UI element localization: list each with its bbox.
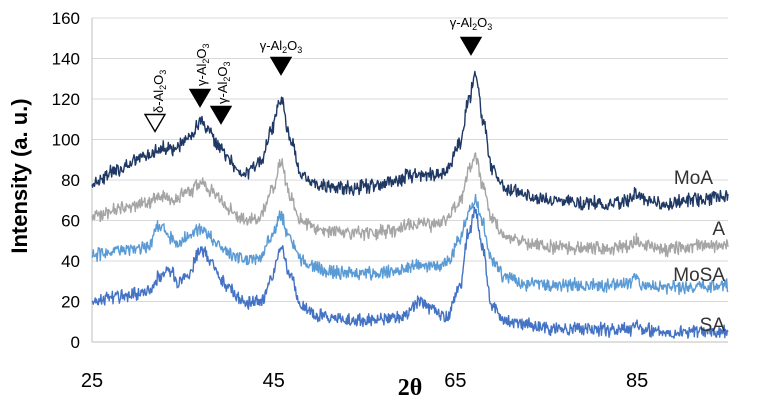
series-line-mosa — [91, 193, 729, 296]
filled-triangle-marker-icon — [209, 105, 233, 125]
y-tick-label: 140 — [52, 50, 80, 69]
y-axis-title: Intensity (a. u.) — [7, 98, 32, 253]
x-tick-label: 25 — [81, 370, 103, 392]
annotation-label-group: δ-Al2O3 — [151, 70, 168, 113]
y-tick-label: 0 — [71, 333, 80, 352]
y-tick-label: 60 — [61, 212, 80, 231]
series-label-a: A — [712, 219, 725, 240]
x-axis-title: 2θ — [398, 375, 423, 401]
filled-triangle-marker-icon — [188, 88, 212, 108]
annotation-label-group: γ-Al2O3 — [450, 15, 493, 32]
axes: 0 20 40 60 80 100 120 140 160 25 45 65 85 — [52, 9, 728, 392]
x-tick-label: 65 — [444, 370, 466, 392]
annotation-label: γ-Al2O3 — [215, 61, 232, 104]
x-tick-label: 45 — [263, 370, 285, 392]
annotation-label: γ-Al2O3 — [450, 15, 493, 32]
open-triangle-marker-icon — [143, 113, 167, 133]
series-line-moa — [91, 70, 729, 211]
y-tick-label: 100 — [52, 131, 80, 150]
gridlines — [92, 17, 728, 343]
series-lines — [91, 70, 729, 339]
y-tick-label: 160 — [52, 9, 80, 28]
series-label-moa: MoA — [674, 168, 713, 189]
annotation-label: γ-Al2O3 — [260, 38, 303, 55]
annotation-label: γ-Al2O3 — [194, 43, 211, 86]
annotation-label-group: γ-Al2O3 — [194, 43, 211, 86]
filled-triangle-marker-icon — [269, 56, 293, 76]
annotation-label: δ-Al2O3 — [151, 70, 168, 113]
y-tick-label: 20 — [61, 293, 80, 312]
y-tick-label: 40 — [61, 252, 80, 271]
series-line-a — [91, 152, 729, 258]
series-line-sa — [91, 206, 729, 339]
series-labels: MoA A MoSA SA — [673, 168, 725, 336]
annotation-label-group: γ-Al2O3 — [260, 38, 303, 55]
y-tick-label: 120 — [52, 90, 80, 109]
filled-triangle-marker-icon — [459, 36, 483, 56]
y-tick-label: 80 — [61, 171, 80, 190]
x-tick-label: 85 — [626, 370, 648, 392]
series-label-mosa: MoSA — [673, 265, 725, 286]
series-label-sa: SA — [700, 315, 726, 336]
annotation-label-group: γ-Al2O3 — [215, 61, 232, 104]
